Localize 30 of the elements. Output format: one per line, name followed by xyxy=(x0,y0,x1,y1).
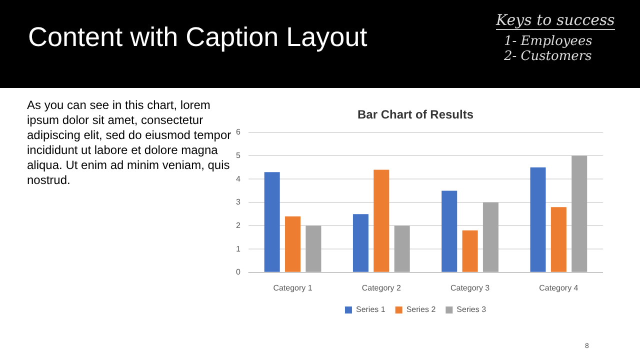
legend-label: Series 2 xyxy=(406,305,436,314)
chart-title: Bar Chart of Results xyxy=(357,108,474,122)
bar xyxy=(352,214,368,272)
chalkboard-note: Keys to success 1- Employees 2- Customers xyxy=(496,10,616,66)
y-tick-label: 0 xyxy=(236,268,241,277)
bar xyxy=(264,172,280,272)
x-tick-label: Category 1 xyxy=(273,283,313,292)
y-tick-label: 4 xyxy=(236,174,241,184)
bar xyxy=(442,190,458,272)
x-tick-label: Category 2 xyxy=(362,283,402,292)
bar xyxy=(550,207,566,272)
bar xyxy=(394,226,410,272)
y-tick-label: 3 xyxy=(236,198,241,207)
bar xyxy=(285,216,301,272)
bar xyxy=(462,230,478,272)
text: Content with Caption Layout xyxy=(28,22,368,53)
y-tick-label: 1 xyxy=(236,244,241,254)
legend-label: Series 1 xyxy=(356,305,386,314)
bar xyxy=(482,202,498,272)
bar xyxy=(530,167,546,272)
y-tick-label: 6 xyxy=(236,128,241,137)
y-tick-label: 2 xyxy=(236,220,241,230)
legend-label: Series 3 xyxy=(456,305,487,314)
y-tick-label: 5 xyxy=(236,150,241,160)
bar xyxy=(572,156,588,272)
text: As you can see in this chart, lorem ipsum dolor sit amet, consectetur adipiscing elit, sed do eiusmod tempor incididunt ut labore et dolore magna aliqua. Ut enim ad minim veniam, quis nostrud. xyxy=(27,98,232,188)
bar xyxy=(374,170,390,272)
x-tick-label: Category 3 xyxy=(450,283,490,292)
bar xyxy=(306,226,322,272)
x-tick-label: Category 4 xyxy=(539,283,579,292)
